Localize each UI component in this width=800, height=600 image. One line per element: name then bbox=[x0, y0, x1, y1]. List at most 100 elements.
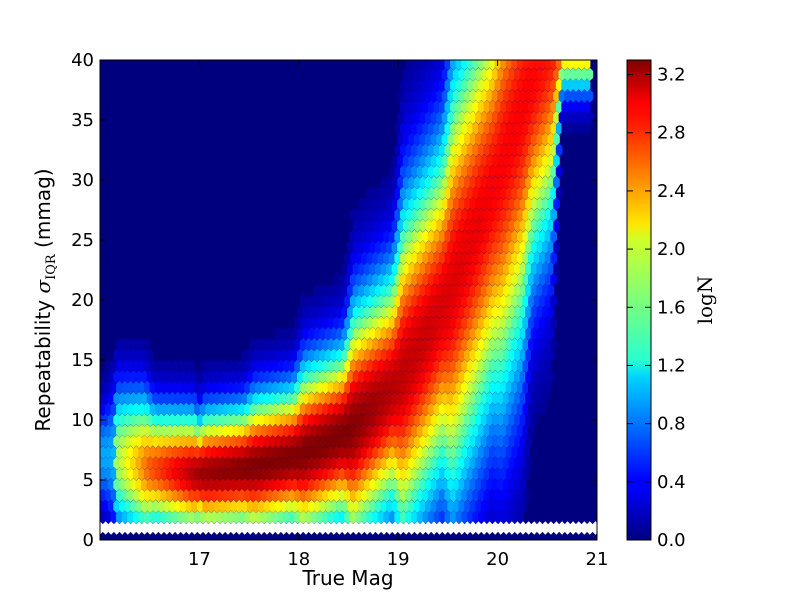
hex-cell bbox=[528, 316, 535, 330]
hex-cell bbox=[402, 413, 410, 427]
hex-cell bbox=[369, 218, 377, 233]
hex-cell bbox=[227, 488, 235, 503]
hex-cell bbox=[505, 467, 513, 481]
hex-cell bbox=[155, 467, 162, 481]
hex-cell bbox=[305, 294, 313, 308]
hex-cell bbox=[146, 478, 154, 492]
hex-cell bbox=[277, 359, 285, 373]
hex-cell bbox=[486, 434, 493, 449]
hex-cell bbox=[199, 359, 207, 373]
hex-cell bbox=[530, 240, 538, 254]
hex-cell bbox=[514, 499, 521, 514]
hex-cell bbox=[427, 208, 435, 222]
hex-cell bbox=[483, 78, 491, 92]
hex-cell bbox=[127, 380, 134, 395]
hex-cell bbox=[149, 380, 157, 395]
hex-cell bbox=[519, 478, 527, 492]
hex-cell bbox=[174, 456, 182, 470]
hex-cell bbox=[124, 434, 132, 449]
hex-cell bbox=[291, 370, 299, 384]
hex-cell bbox=[452, 456, 460, 470]
hex-cell bbox=[500, 164, 507, 179]
hex-cell bbox=[472, 121, 480, 136]
hex-cell bbox=[486, 218, 493, 233]
hex-cell bbox=[475, 434, 482, 449]
hex-cell bbox=[425, 110, 432, 125]
hex-cell bbox=[539, 316, 546, 330]
hex-cell bbox=[174, 478, 182, 492]
hex-cell bbox=[578, 60, 585, 71]
hex-cell bbox=[110, 402, 118, 416]
hex-cell bbox=[508, 240, 516, 254]
hex-cell bbox=[533, 208, 541, 222]
hex-cell bbox=[249, 467, 257, 481]
hex-cell bbox=[411, 445, 418, 460]
hex-cell bbox=[489, 186, 496, 200]
hex-cell bbox=[202, 521, 210, 535]
hex-cell bbox=[469, 154, 477, 168]
hex-cell bbox=[210, 424, 218, 438]
hex-cell bbox=[405, 424, 413, 438]
hex-cell bbox=[419, 326, 427, 341]
hex-cell bbox=[522, 488, 530, 503]
hex-cell bbox=[344, 251, 352, 265]
hex-cell bbox=[427, 251, 435, 265]
hex-cell bbox=[366, 359, 374, 373]
hex-cell bbox=[547, 240, 555, 254]
hex-cell bbox=[416, 445, 424, 460]
hex-cell bbox=[327, 510, 335, 524]
hex-cell bbox=[386, 175, 393, 190]
hex-cell bbox=[405, 78, 413, 92]
hex-cell bbox=[519, 89, 527, 103]
hex-cell bbox=[550, 164, 557, 179]
hex-cell bbox=[598, 521, 605, 534]
hex-cell bbox=[288, 510, 296, 524]
hex-cell bbox=[450, 402, 457, 416]
hex-cell bbox=[363, 348, 371, 362]
hex-cell bbox=[380, 283, 388, 298]
hex-cell bbox=[489, 121, 496, 136]
hex-cell bbox=[274, 326, 282, 341]
hex-cell bbox=[558, 110, 566, 125]
hex-cell bbox=[386, 197, 393, 211]
hex-cell bbox=[525, 154, 532, 168]
hex-cell bbox=[241, 521, 249, 535]
hex-cell bbox=[436, 175, 443, 190]
hex-cell bbox=[441, 391, 449, 406]
hex-cell bbox=[464, 413, 471, 427]
hex-cell bbox=[464, 283, 471, 298]
hex-cell bbox=[299, 488, 307, 503]
hex-cell bbox=[483, 60, 491, 71]
hex-cell bbox=[505, 424, 513, 438]
hex-cell bbox=[366, 337, 374, 352]
hex-cell bbox=[110, 359, 118, 373]
hex-cell bbox=[550, 251, 557, 265]
hex-cell bbox=[497, 89, 505, 103]
hex-cell bbox=[419, 370, 427, 384]
hex-cell bbox=[263, 478, 271, 492]
hex-cell bbox=[544, 164, 552, 179]
hex-cell bbox=[308, 499, 315, 514]
hex-cell bbox=[199, 488, 207, 503]
colorbar-tick-label: 2.4 bbox=[657, 181, 686, 202]
hex-cell bbox=[344, 294, 352, 308]
hex-cell bbox=[405, 100, 413, 114]
hex-cell bbox=[269, 478, 276, 492]
hex-cell bbox=[244, 445, 251, 460]
hex-cell bbox=[447, 46, 454, 59]
hex-cell bbox=[141, 478, 148, 492]
hex-cell bbox=[405, 272, 413, 287]
hex-cell bbox=[503, 413, 510, 427]
hex-cell bbox=[388, 488, 396, 503]
hex-cell bbox=[447, 370, 455, 384]
hex-cell bbox=[324, 391, 332, 406]
hex-cell bbox=[455, 510, 463, 524]
hex-cell bbox=[372, 424, 379, 438]
hex-cell bbox=[427, 380, 435, 395]
hex-cell bbox=[516, 380, 524, 395]
hex-cell bbox=[511, 164, 519, 179]
hex-cell bbox=[169, 478, 176, 492]
hex-cell bbox=[458, 218, 466, 233]
hex-cell bbox=[152, 434, 159, 449]
hex-cell bbox=[436, 456, 443, 470]
